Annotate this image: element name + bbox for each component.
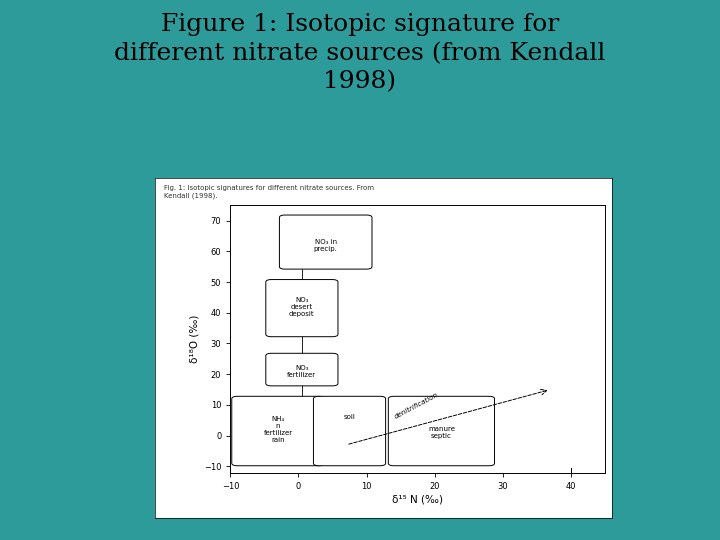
Text: soil: soil — [343, 414, 356, 420]
Text: Fig. 1: Isotopic signatures for different nitrate sources. From
Kendall (1998).: Fig. 1: Isotopic signatures for differen… — [164, 185, 374, 199]
FancyBboxPatch shape — [266, 280, 338, 337]
Text: NO₃
fertilizer: NO₃ fertilizer — [287, 364, 316, 377]
FancyBboxPatch shape — [266, 353, 338, 386]
Text: NO₃
desert
deposit: NO₃ desert deposit — [289, 296, 315, 316]
FancyBboxPatch shape — [279, 215, 372, 269]
Text: manure
septic: manure septic — [428, 426, 455, 439]
FancyBboxPatch shape — [313, 396, 386, 465]
Text: NO₃ in
precip.: NO₃ in precip. — [314, 239, 338, 252]
Text: denitrification: denitrification — [394, 392, 440, 420]
X-axis label: δ¹⁵ N (‰): δ¹⁵ N (‰) — [392, 495, 443, 505]
FancyBboxPatch shape — [232, 396, 324, 465]
Text: NH₄
n
fertilizer
rain: NH₄ n fertilizer rain — [264, 416, 292, 443]
Y-axis label: δ¹⁸O (‰): δ¹⁸O (‰) — [189, 315, 199, 363]
FancyBboxPatch shape — [388, 396, 495, 465]
Text: Figure 1: Isotopic signature for
different nitrate sources (from Kendall
1998): Figure 1: Isotopic signature for differe… — [114, 14, 606, 93]
